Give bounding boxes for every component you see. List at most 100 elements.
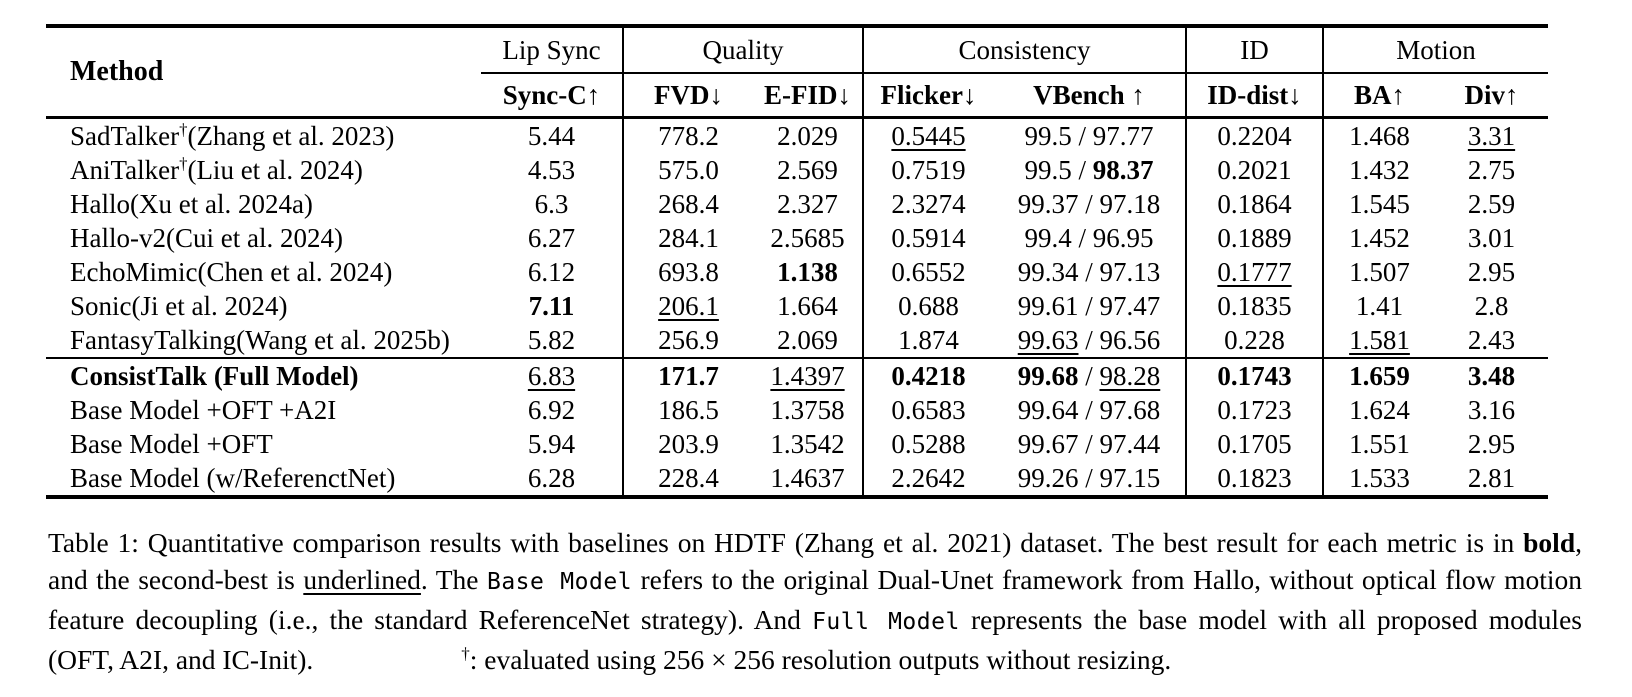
text-part: , and the second-best is: [48, 527, 1582, 595]
text-part: 1.659: [1349, 360, 1410, 391]
text-part: 1.432: [1349, 154, 1410, 185]
cell-fvd: 778.2: [623, 118, 753, 154]
cell-sync-c: 6.3: [481, 187, 624, 221]
text-part: 0.1889: [1217, 222, 1292, 253]
cell-id-dist: 0.1723: [1186, 393, 1324, 427]
cell-ba: 1.41: [1323, 289, 1435, 323]
cell-div: 3.31: [1435, 118, 1548, 154]
cell-id-dist: 0.1777: [1186, 255, 1324, 289]
text-part: 1.545: [1349, 188, 1410, 219]
text-part: Hallo-v2(Cui et al. 2024): [70, 222, 343, 253]
text-part: 2.569: [777, 154, 838, 185]
cell-fvd: 268.4: [623, 187, 753, 221]
text-part: bold: [1523, 527, 1576, 558]
cell-id-dist: 0.1743: [1186, 357, 1324, 393]
text-part: EchoMimic(Chen et al. 2024): [70, 256, 393, 287]
text-part: 3.16: [1467, 394, 1516, 425]
metric-header-id-dist: ID-dist↓: [1186, 73, 1324, 119]
text-part: (Zhang et al. 2023): [187, 120, 395, 151]
paper-page: Method Lip Sync Quality Consistency ID M…: [46, 24, 1582, 675]
cell-sync-c: 5.82: [481, 323, 624, 358]
cell-e-fid: 1.4397: [753, 357, 864, 393]
cell-fvd: 228.4: [623, 461, 753, 497]
text-part: / 96.56: [1078, 324, 1161, 355]
cell-e-fid: 1.664: [753, 289, 864, 323]
text-part: 2.5685: [770, 222, 845, 253]
text-part: 0.688: [898, 290, 959, 321]
cell-div: 3.48: [1435, 357, 1549, 393]
group-header-id: ID: [1186, 26, 1324, 74]
cell-ba: 1.659: [1323, 357, 1435, 393]
method-column-header: Method: [46, 26, 481, 119]
cell-flicker: 2.2642: [863, 461, 993, 497]
text-part: 0.1723: [1217, 394, 1292, 425]
metric-header-ba: BA↑: [1323, 73, 1435, 119]
text-part: 1.3758: [770, 394, 845, 425]
cell-vbench: 99.5 / 97.77: [993, 117, 1187, 153]
metric-header-vbench: VBench ↑: [993, 73, 1187, 119]
text-part: (Liu et al. 2024): [187, 154, 363, 185]
text-part: 5.82: [527, 324, 576, 355]
text-part: 268.4: [658, 188, 719, 219]
cell-method: Base Model +OFT +A2I: [46, 393, 481, 427]
text-part: 0.6583: [891, 394, 966, 425]
cell-e-fid: 2.569: [753, 153, 864, 187]
text-part: 1.874: [898, 324, 959, 355]
cell-id-dist: 0.228: [1186, 323, 1324, 358]
cell-fvd: 186.5: [623, 393, 753, 427]
cell-flicker: 0.688: [863, 289, 993, 323]
text-part: 0.6552: [891, 256, 966, 287]
text-part: 6.12: [527, 256, 576, 287]
text-part: 6.28: [527, 462, 576, 493]
cell-sync-c: 5.94: [481, 427, 624, 461]
text-part: AniTalker: [70, 154, 180, 185]
text-part: 0.5288: [891, 428, 966, 459]
text-part: 98.37: [1092, 154, 1154, 185]
cell-div: 2.75: [1435, 153, 1548, 187]
cell-vbench: 99.4 / 96.95: [993, 221, 1187, 255]
text-part: 99.61 / 97.47: [1017, 290, 1161, 321]
cell-ba: 1.507: [1323, 255, 1435, 289]
table-header: Method Lip Sync Quality Consistency ID M…: [46, 26, 1549, 119]
text-part: 0.1823: [1217, 462, 1292, 493]
metric-header-sync-c: Sync-C↑: [481, 73, 624, 119]
cell-fvd: 693.8: [623, 255, 753, 289]
text-part: 256.9: [658, 324, 719, 355]
text-part: Base Model +OFT +A2I: [70, 394, 337, 425]
text-part: 203.9: [658, 428, 719, 459]
cell-method: Hallo(Xu et al. 2024a): [46, 187, 481, 221]
cell-method: AniTalker†(Liu et al. 2024): [46, 153, 481, 187]
cell-div: 3.16: [1435, 393, 1548, 427]
cell-flicker: 0.7519: [863, 153, 993, 187]
cell-fvd: 171.7: [623, 357, 753, 393]
text-part: 0.5914: [891, 222, 966, 253]
table-row: Hallo(Xu et al. 2024a) 6.3 268.4 2.327 2.327…: [46, 187, 1548, 221]
cell-e-fid: 2.327: [753, 187, 864, 221]
text-part: 1.533: [1349, 462, 1410, 493]
cell-sync-c: 6.92: [481, 393, 624, 427]
cell-fvd: 284.1: [623, 221, 753, 255]
metric-header-div: Div↑: [1435, 73, 1549, 119]
text-part: 2.327: [777, 188, 838, 219]
text-part: 0.2021: [1217, 154, 1292, 185]
cell-flicker: 2.3274: [863, 187, 993, 221]
text-part: 6.27: [527, 222, 576, 253]
table-row: Base Model (w/ReferenctNet) 6.28 228.4 1.46…: [46, 461, 1548, 497]
cell-flicker: 0.5288: [863, 427, 993, 461]
results-table: Method Lip Sync Quality Consistency ID M…: [46, 24, 1549, 499]
cell-method: Base Model (w/ReferenctNet): [46, 461, 481, 497]
cell-sync-c: 7.11: [481, 289, 624, 323]
cell-fvd: 256.9: [623, 323, 753, 358]
text-part: : evaluated using 256 × 256 resolution o…: [469, 644, 1172, 675]
text-part: 1.664: [777, 290, 838, 321]
text-part: 0.228: [1224, 324, 1285, 355]
cell-sync-c: 6.12: [481, 255, 624, 289]
cell-e-fid: 1.4637: [753, 461, 864, 497]
cell-ba: 1.452: [1323, 221, 1435, 255]
text-part: 1.3542: [770, 428, 845, 459]
text-part: 1.551: [1349, 428, 1410, 459]
cell-flicker: 1.874: [863, 323, 993, 358]
cell-ba: 1.551: [1323, 427, 1435, 461]
text-part: 99.26 / 97.15: [1017, 462, 1161, 493]
text-part: 1.468: [1349, 120, 1410, 151]
